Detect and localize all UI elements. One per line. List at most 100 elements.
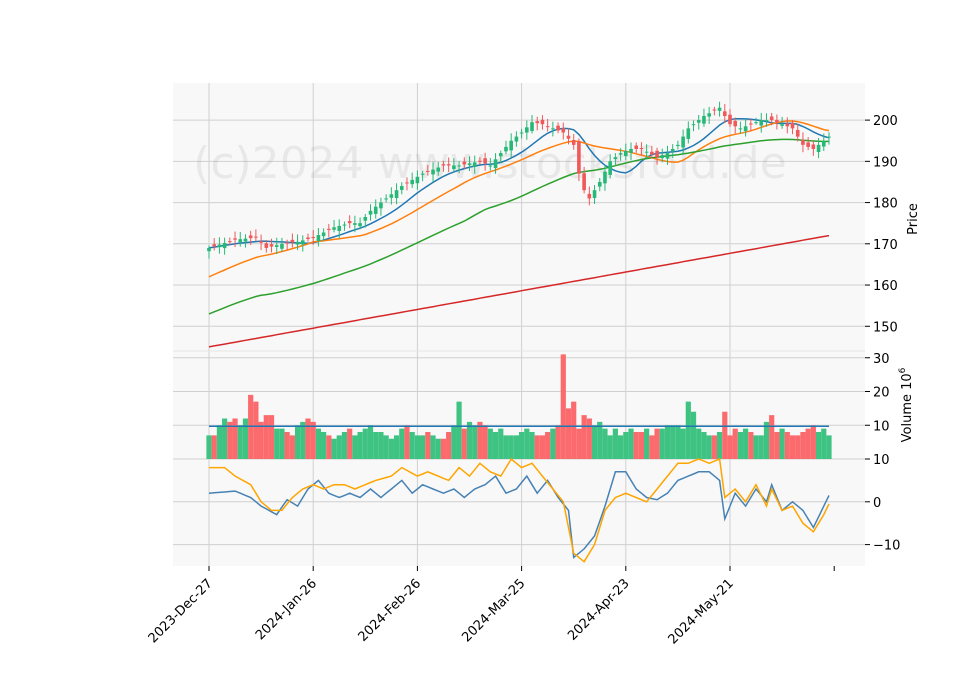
candle-down <box>582 173 586 191</box>
volume-bar <box>336 435 342 459</box>
candle-up <box>207 247 211 252</box>
candle-down <box>728 114 732 125</box>
candle-down <box>347 221 352 224</box>
candle-down <box>795 130 800 137</box>
y-tick-label: 20 <box>873 386 890 401</box>
volume-bar <box>268 415 275 459</box>
candle-down <box>290 239 295 243</box>
volume-bar <box>482 425 488 459</box>
candle-up <box>222 242 227 249</box>
candle-up <box>509 140 513 151</box>
candle-up <box>431 169 435 175</box>
candle-up <box>280 243 284 249</box>
volume-bar <box>529 432 535 459</box>
candle-down <box>571 140 576 145</box>
candle-up <box>389 194 394 198</box>
volume-bar <box>534 435 540 459</box>
candle-up <box>665 153 670 159</box>
candle-up <box>686 128 691 139</box>
candle-down <box>733 120 738 127</box>
volume-bar <box>664 425 671 459</box>
volume-bar <box>508 435 514 459</box>
candle-down <box>248 235 253 239</box>
candle-down <box>749 123 753 125</box>
volume-bar <box>815 432 822 459</box>
volume-bar <box>795 435 801 459</box>
candle-up <box>368 210 373 215</box>
oscillator-line-2 <box>209 457 830 563</box>
candle-down <box>426 170 430 172</box>
volume-bar <box>690 411 697 459</box>
volume-bar <box>774 432 780 459</box>
candle-down <box>655 150 659 158</box>
candle-up <box>592 190 597 198</box>
volume-bar <box>492 432 499 459</box>
candle-up <box>457 165 461 167</box>
volume-bar <box>456 401 462 459</box>
candle-down <box>566 135 571 139</box>
candle-up <box>551 128 555 130</box>
volume-bar <box>821 428 827 459</box>
candle-down <box>790 122 795 129</box>
candle-up <box>472 162 477 167</box>
volume-bar <box>321 432 327 459</box>
volume-bar <box>440 438 447 459</box>
x-tick-label: 2024-May-21 <box>666 576 737 647</box>
candle-up <box>394 190 399 199</box>
candle-up <box>321 232 326 237</box>
candle-down <box>712 109 717 111</box>
volume-bar <box>701 432 707 459</box>
x-tick-label: 2024-Jan-26 <box>253 576 320 643</box>
volume-bar <box>784 432 790 459</box>
candle-up <box>342 224 347 226</box>
candle-up <box>670 148 675 152</box>
volume-bar <box>487 428 493 459</box>
volume-bar <box>237 425 243 459</box>
volume-bar <box>378 432 384 459</box>
volume-bar <box>539 435 546 459</box>
candle-down <box>478 160 482 162</box>
volume-bar <box>685 401 691 459</box>
volume-bar <box>581 415 587 459</box>
candle-down <box>650 151 654 155</box>
volume-bar <box>294 425 301 459</box>
candle-up <box>613 157 618 160</box>
panel-oscillator-background <box>173 459 865 566</box>
candle-up <box>498 153 503 157</box>
candle-down <box>254 236 258 238</box>
volume-bar <box>675 425 681 459</box>
candle-up <box>827 136 831 138</box>
y-tick-label: 180 <box>873 197 898 212</box>
candle-up <box>300 240 305 245</box>
candle-down <box>806 142 810 147</box>
volume-bar <box>545 432 551 459</box>
volume-bar <box>769 415 775 459</box>
volume-bar <box>659 428 665 459</box>
candle-down <box>259 241 263 243</box>
volume-bar <box>737 432 744 459</box>
candle-down <box>577 141 581 174</box>
candle-down <box>545 126 550 128</box>
candlesticks <box>207 101 831 259</box>
candle-up <box>660 155 665 159</box>
candle-up <box>816 144 821 153</box>
volume-bar <box>826 435 832 459</box>
volume-bar <box>565 408 572 459</box>
volume-bar <box>300 421 306 459</box>
candle-up <box>337 225 342 232</box>
volume-bar <box>758 435 764 459</box>
candle-up <box>780 124 784 126</box>
y-tick-label: 170 <box>873 238 898 253</box>
candle-up <box>353 223 357 225</box>
volume-bar <box>524 428 530 459</box>
volume-bar <box>451 425 457 459</box>
volume-bar <box>586 418 592 459</box>
candle-up <box>504 146 508 152</box>
candle-up <box>217 244 222 248</box>
volume-bar <box>607 435 613 459</box>
candle-up <box>332 227 336 230</box>
candle-down <box>212 244 217 247</box>
y-tick-label: 0 <box>873 496 881 511</box>
candle-down <box>306 237 310 239</box>
